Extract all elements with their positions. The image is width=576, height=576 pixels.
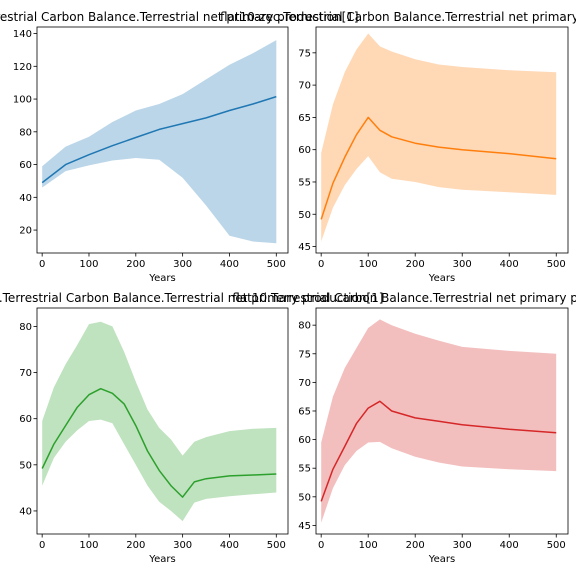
x-tick-label: 500 (547, 540, 566, 551)
y-tick-label: 65 (298, 113, 311, 124)
axes-frame (315, 307, 569, 535)
y-tick-label: 120 (13, 62, 32, 73)
x-tick-label: 200 (406, 259, 425, 270)
y-tick-label: 50 (298, 492, 311, 503)
x-tick-label: 200 (126, 259, 145, 270)
x-axis-label: Years (428, 554, 455, 565)
axes-frame (315, 26, 569, 254)
y-tick-label: 100 (13, 95, 32, 106)
y-tick-label: 45 (298, 521, 311, 532)
x-tick-label: 0 (39, 259, 45, 270)
x-tick-label: 500 (267, 540, 286, 551)
subplot-title: flat10-cdr.Terrestrial Carbon Balance.Te… (0, 291, 383, 305)
x-tick-label: 200 (406, 540, 425, 551)
uncertainty-band (42, 321, 277, 522)
y-tick-label: 65 (298, 406, 311, 417)
x-tick-label: 0 (318, 259, 324, 270)
subplot-title: flat10.Terrestrial Carbon Balance.Terres… (232, 291, 576, 305)
y-tick-label: 60 (298, 435, 311, 446)
plot-area (37, 27, 288, 253)
axes-frame (36, 307, 289, 535)
subplot-bottom-left: 01002003004005004050607080Yearsflat10-cd… (0, 291, 383, 565)
x-axis-label: Years (428, 273, 455, 284)
subplot-top-left: 0 100 200 300 400 50020406080100120140Yearsfl… (0, 10, 359, 284)
y-tick-label: 75 (298, 48, 311, 59)
x-tick-label: 0 (39, 540, 45, 551)
x-tick-label: 200 (126, 540, 145, 551)
uncertainty-band (321, 33, 557, 242)
mean-line (41, 95, 277, 184)
y-tick-label: 55 (298, 464, 311, 475)
uncertainty-band (42, 40, 277, 244)
x-tick-label: 100 (79, 259, 98, 270)
x-tick-label: 300 (453, 259, 472, 270)
y-tick-label: 45 (298, 242, 311, 253)
y-tick-label: 60 (298, 145, 311, 156)
y-tick-label: 55 (298, 177, 311, 188)
x-tick-label: 300 (453, 540, 472, 551)
x-axis-label: Years (148, 273, 175, 284)
x-tick-label: 500 (547, 259, 566, 270)
x-tick-label: 100 (359, 540, 378, 551)
y-tick-label: 50 (19, 460, 32, 471)
y-tick-label: 80 (19, 322, 32, 333)
mean-line (41, 387, 277, 498)
y-tick-label: 80 (298, 321, 311, 332)
x-tick-label: 100 (359, 259, 378, 270)
x-tick-label: 400 (500, 540, 519, 551)
y-tick-label: 50 (298, 210, 311, 221)
y-tick-label: 70 (298, 81, 311, 92)
x-tick-label: 400 (220, 540, 239, 551)
subplot-top-right: 0 100 200 300 400 500 45 50 55 60 65 70 75 Years flat1… (220, 10, 576, 284)
y-tick-label: 75 (298, 349, 311, 360)
axes-frame (36, 26, 289, 254)
y-tick-label: 60 (19, 414, 32, 425)
x-tick-label: 0 (318, 540, 324, 551)
y-tick-label: 70 (19, 368, 32, 379)
subplot-title: fl.Terrestrial Carbon Balance.Terrestria… (0, 10, 359, 24)
x-tick-label: 300 (173, 259, 192, 270)
y-tick-label: 20 (19, 226, 32, 237)
y-tick-label: 80 (19, 127, 32, 138)
y-tick-label: 60 (19, 160, 32, 171)
x-tick-label: 300 (173, 540, 192, 551)
plot-area (316, 27, 568, 253)
x-tick-label: 100 (79, 540, 98, 551)
mean-line (320, 116, 557, 220)
x-tick-label: 400 (220, 259, 239, 270)
y-tick-label: 40 (19, 506, 32, 517)
plot-area (37, 308, 288, 534)
x-tick-label: 500 (267, 259, 286, 270)
x-axis-label: Years (148, 554, 175, 565)
y-tick-label: 40 (19, 193, 32, 204)
y-tick-label: 70 (298, 378, 311, 389)
subplot-title: flat10-zec.Terrestrial Carbon Balance.Te… (220, 10, 576, 24)
subplot-bottom-right: 0 100 200 300 400 500 45 50 55 60 65 70 75 80 Years fla… (232, 291, 576, 565)
x-tick-label: 400 (500, 259, 519, 270)
mean-line (320, 400, 557, 502)
y-tick-label: 140 (13, 29, 32, 40)
